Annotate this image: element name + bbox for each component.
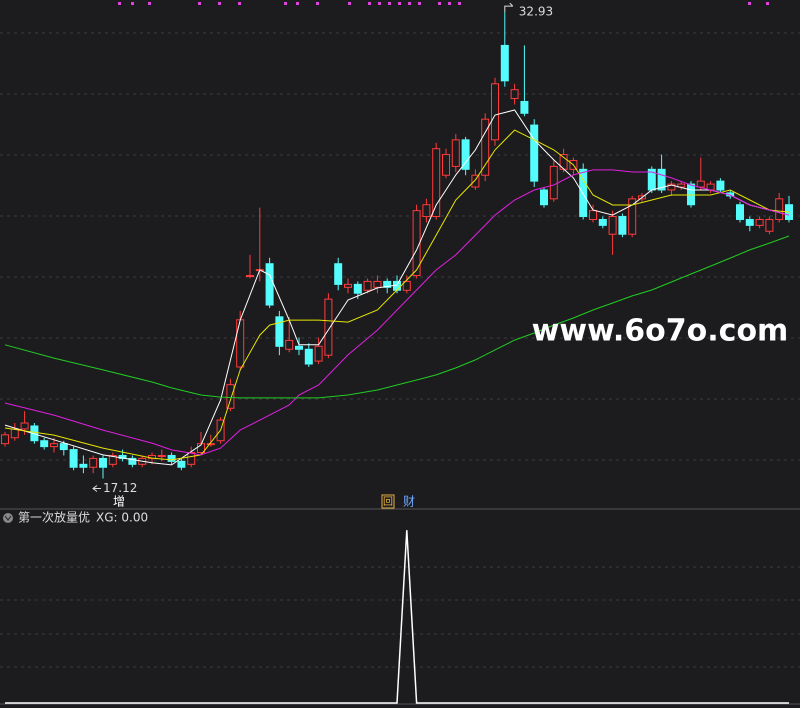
candle-body bbox=[334, 263, 343, 285]
candle-body bbox=[745, 218, 754, 226]
candle-body bbox=[481, 118, 490, 176]
indicator-name: 第一次放量优 bbox=[18, 510, 90, 525]
candle-body bbox=[628, 198, 637, 235]
candle-body bbox=[589, 210, 597, 220]
candle-body bbox=[422, 204, 431, 218]
marker: 财 bbox=[403, 495, 415, 509]
watermark: www.6o7o.com bbox=[532, 314, 789, 349]
candle-body bbox=[687, 183, 695, 206]
candle-body bbox=[667, 183, 676, 191]
candle-body bbox=[50, 443, 58, 448]
collapse-chevron bbox=[4, 515, 12, 521]
candle-body bbox=[500, 44, 509, 82]
candle-body bbox=[696, 180, 705, 188]
candle-body bbox=[598, 218, 607, 226]
low-label: 17.12 bbox=[103, 481, 137, 495]
marker: 增 bbox=[113, 495, 125, 509]
candle-body bbox=[157, 454, 166, 457]
candle-body bbox=[657, 168, 666, 191]
candle-body bbox=[304, 348, 313, 365]
candle-body bbox=[471, 174, 480, 188]
candle-body bbox=[177, 460, 186, 468]
moving-average bbox=[4, 235, 790, 399]
candle-body bbox=[736, 204, 744, 220]
candle-body bbox=[549, 165, 558, 200]
candle-body bbox=[1, 434, 9, 445]
low-arrow bbox=[92, 485, 101, 492]
marker: 回 bbox=[383, 496, 393, 508]
candle-body bbox=[265, 263, 274, 306]
high-label: 32.93 bbox=[519, 5, 553, 19]
candle-body bbox=[755, 218, 764, 226]
high-arrow bbox=[504, 2, 514, 13]
candle-body bbox=[314, 345, 323, 362]
candle-body bbox=[353, 283, 362, 294]
candle-body bbox=[432, 148, 441, 218]
candle-body bbox=[530, 124, 539, 182]
marker-box bbox=[381, 494, 395, 509]
moving-average bbox=[4, 109, 790, 466]
candle-body bbox=[324, 298, 333, 356]
candle-body bbox=[461, 139, 470, 170]
grid bbox=[0, 32, 800, 668]
candle-body bbox=[40, 440, 49, 448]
moving-average bbox=[4, 169, 790, 456]
collapse-icon[interactable] bbox=[3, 513, 13, 523]
candle-body bbox=[69, 449, 78, 468]
candle-body bbox=[59, 443, 68, 451]
candle-body bbox=[344, 283, 352, 288]
candle-body bbox=[442, 154, 450, 176]
candle-body bbox=[451, 139, 460, 167]
candle-body bbox=[246, 275, 254, 278]
candle-body bbox=[295, 345, 303, 350]
candle-body bbox=[285, 339, 294, 350]
indicator-line bbox=[5, 530, 789, 704]
indicator-readout: XG: 0.00 bbox=[96, 511, 148, 525]
candle-body bbox=[89, 457, 98, 468]
candle-body bbox=[510, 89, 519, 100]
candle-body bbox=[236, 319, 245, 368]
candle-body bbox=[579, 168, 588, 218]
candle-body bbox=[383, 280, 392, 288]
candle-body bbox=[373, 280, 382, 288]
candle-body bbox=[99, 457, 107, 468]
candle-body bbox=[716, 180, 725, 191]
candle-body bbox=[108, 454, 117, 465]
candle-body bbox=[226, 384, 235, 409]
candle-body bbox=[775, 198, 784, 220]
candle-body bbox=[363, 280, 372, 291]
candle-body bbox=[79, 463, 88, 468]
candle-body bbox=[128, 457, 137, 465]
candle-body bbox=[275, 316, 284, 347]
candle-body bbox=[608, 216, 617, 235]
candle-body bbox=[187, 452, 196, 465]
top-dots bbox=[118, 2, 769, 5]
candle-body bbox=[206, 443, 215, 446]
candle-body bbox=[618, 216, 627, 235]
candle-body bbox=[167, 454, 176, 462]
candle-body bbox=[540, 189, 548, 206]
candle-body bbox=[520, 100, 529, 114]
candle-body bbox=[491, 83, 499, 141]
candle-body bbox=[402, 280, 411, 291]
moving-average bbox=[4, 129, 790, 461]
candle-body bbox=[20, 422, 29, 430]
candle-body bbox=[765, 218, 774, 232]
